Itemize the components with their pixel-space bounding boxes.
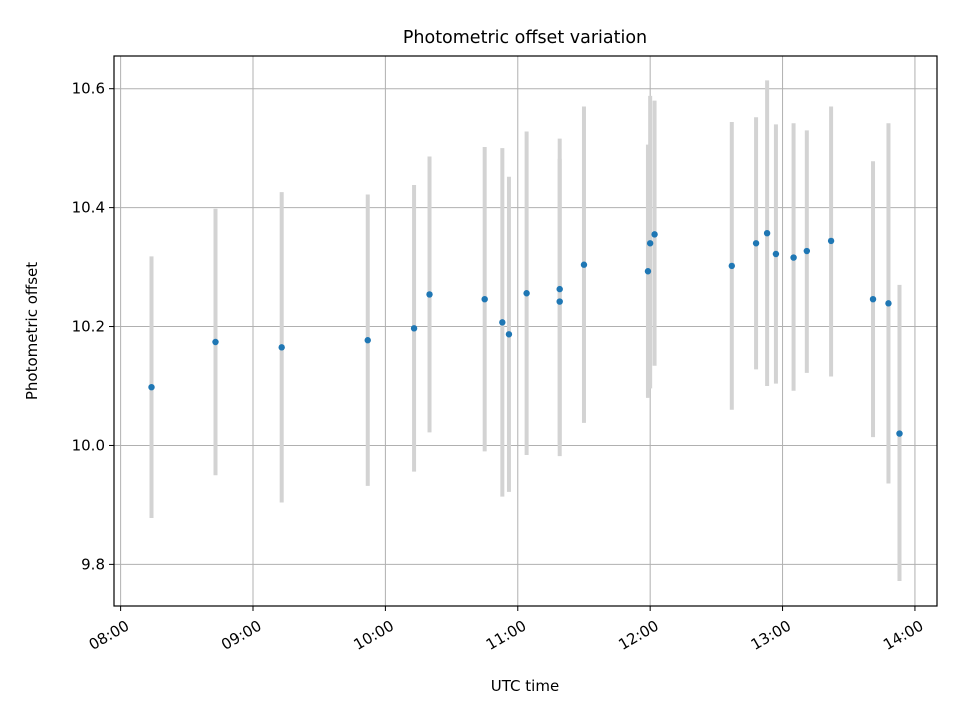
y-axis-ticks: 9.8 10.0 10.2 10.4 10.6 (72, 80, 114, 573)
x-axis-label: UTC time (491, 677, 559, 695)
data-point (556, 298, 563, 305)
data-point (364, 337, 371, 344)
data-point (212, 338, 219, 346)
data-point (481, 295, 488, 303)
data-point (410, 325, 418, 332)
data-point (278, 344, 285, 351)
data-point (827, 237, 835, 245)
data-point (505, 331, 513, 338)
data-point (556, 285, 563, 293)
data-point (896, 430, 903, 437)
data-point (644, 268, 652, 275)
data-point (869, 295, 877, 303)
data-point (499, 319, 506, 326)
data-point (752, 240, 760, 247)
data-point (426, 291, 433, 298)
data-point (772, 250, 780, 258)
data-point (803, 247, 811, 255)
data-point (651, 231, 658, 238)
data-points (148, 229, 903, 437)
data-point (763, 229, 771, 237)
y-tick-label: 10.2 (72, 318, 105, 336)
data-point (580, 261, 588, 268)
plot-area-frame (113, 55, 938, 607)
data-point (790, 254, 797, 261)
data-point (885, 300, 892, 307)
y-tick-label: 10.6 (72, 80, 105, 98)
y-axis-label: Photometric offset (23, 262, 41, 400)
data-point (523, 290, 530, 297)
y-tick-label: 9.8 (81, 555, 105, 573)
data-point (148, 383, 155, 391)
y-tick-label: 10.0 (72, 436, 105, 454)
data-point (646, 240, 654, 247)
chart-title: Photometric offset variation (403, 28, 647, 48)
data-point (728, 262, 736, 270)
y-tick-label: 10.4 (72, 199, 105, 217)
